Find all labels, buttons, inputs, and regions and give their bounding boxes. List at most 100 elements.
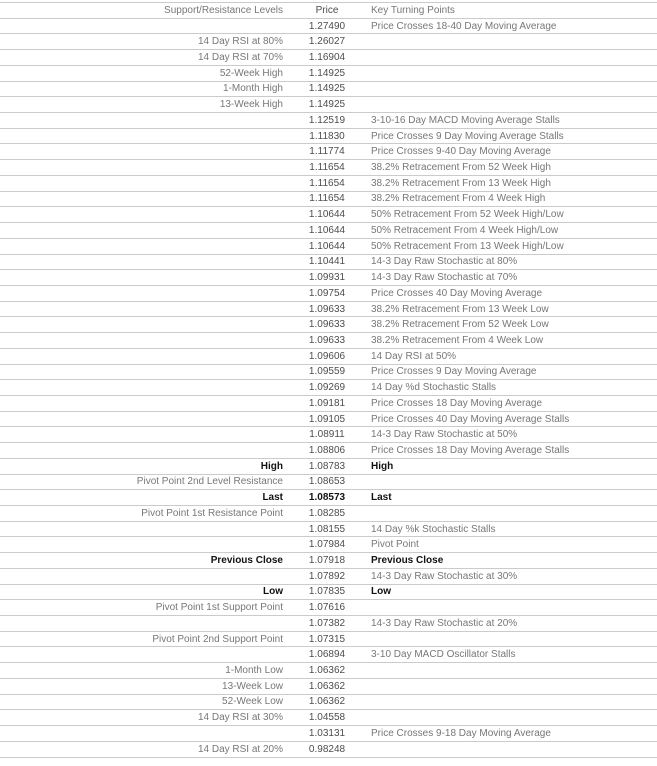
table-row: 1.08911 14-3 Day Raw Stochastic at 50% <box>0 426 657 443</box>
table-row: 14 Day RSI at 20% 0.98248 <box>0 741 657 757</box>
turning-point-cell <box>371 600 657 616</box>
price-cell: 1.10644 <box>308 224 346 236</box>
price-cell: 1.07382 <box>308 617 346 629</box>
turning-point-cell: Last <box>371 492 392 504</box>
turning-point-cell <box>371 81 657 97</box>
price-cell: 1.08573 <box>308 492 346 504</box>
price-cell: 1.07892 <box>308 570 346 582</box>
level-cell <box>0 395 283 411</box>
level-cell: 1-Month Low <box>225 665 283 677</box>
turning-point-cell: 38.2% Retracement From 13 Week Low <box>371 303 549 315</box>
level-cell <box>0 348 283 364</box>
level-cell <box>0 333 283 349</box>
level-cell: Last <box>262 492 283 504</box>
turning-point-cell: 14-3 Day Raw Stochastic at 30% <box>371 570 518 582</box>
table-row: 1.11830 Price Crosses 9 Day Moving Averag… <box>0 128 657 144</box>
level-cell <box>0 144 283 160</box>
level-cell: 14 Day RSI at 80% <box>197 36 283 48</box>
turning-point-cell: Price Crosses 18-40 Day Moving Average <box>371 20 557 32</box>
turning-point-cell: Price Crosses 40 Day Moving Average <box>371 287 543 299</box>
turning-point-cell: 14-3 Day Raw Stochastic at 70% <box>371 272 518 284</box>
turning-point-cell <box>371 65 657 81</box>
table-row: 14 Day RSI at 80% 1.26027 <box>0 33 657 50</box>
table-row: 1.11774 Price Crosses 9-40 Day Moving Ave… <box>0 143 657 160</box>
turning-point-cell: Price Crosses 9 Day Moving Average <box>371 366 537 378</box>
table-row: 1-Month High 1.14925 <box>0 81 657 97</box>
table-row: 1.09633 38.2% Retracement From 52 Week Lo… <box>0 316 657 333</box>
turning-point-cell: Price Crosses 18 Day Moving Average <box>371 397 543 409</box>
turning-point-cell: 38.2% Retracement From 52 Week Low <box>371 319 549 331</box>
level-cell: Low <box>263 586 283 598</box>
level-cell: 1-Month High <box>222 83 283 95</box>
price-cell: 1.07616 <box>308 602 346 614</box>
price-cell: 1.09633 <box>308 303 346 315</box>
price-cell: 1.07315 <box>308 633 346 645</box>
price-cell: 1.08783 <box>308 460 346 472</box>
table-row: 1.09633 38.2% Retracement From 13 Week Lo… <box>0 301 657 317</box>
turning-point-cell: 3-10-16 Day MACD Moving Average Stalls <box>371 114 560 126</box>
table-row: 14 Day RSI at 70% 1.16904 <box>0 49 657 66</box>
price-cell: 1.09181 <box>308 397 346 409</box>
table-row: 1.09754 Price Crosses 40 Day Moving Avera… <box>0 285 657 301</box>
price-cell: 1.04558 <box>308 712 346 724</box>
level-cell <box>0 443 283 459</box>
table-row: 1.09606 14 Day RSI at 50% <box>0 348 657 364</box>
price-cell: 1.03131 <box>308 727 346 739</box>
turning-point-cell: 3-10 Day MACD Oscillator Stalls <box>371 649 516 661</box>
table-row: Pivot Point 2nd Level Resistance 1.08653 <box>0 474 657 490</box>
table-row: 1.09269 14 Day %d Stochastic Stalls <box>0 379 657 396</box>
table-row: 1.08155 14 Day %k Stochastic Stalls <box>0 521 657 537</box>
level-cell <box>0 521 283 537</box>
turning-point-cell: 14 Day %k Stochastic Stalls <box>371 523 496 535</box>
level-cell <box>0 411 283 427</box>
table-row: 1.11654 38.2% Retracement From 13 Week Hi… <box>0 175 657 191</box>
column-header-key-turning-points: Key Turning Points <box>371 4 455 16</box>
table-row: 1.27490 Price Crosses 18-40 Day Moving Av… <box>0 18 657 34</box>
price-cell: 1.08911 <box>309 429 345 441</box>
turning-point-cell: Price Crosses 9 Day Moving Average Stall… <box>371 130 564 142</box>
level-cell: 14 Day RSI at 30% <box>197 712 283 724</box>
level-cell <box>0 207 283 223</box>
turning-point-cell <box>371 678 657 694</box>
level-cell: Pivot Point 2nd Level Resistance <box>136 476 283 488</box>
turning-point-cell: 38.2% Retracement From 52 Week High <box>371 162 551 174</box>
level-cell <box>0 616 283 632</box>
level-cell <box>0 175 283 191</box>
turning-point-cell: 14-3 Day Raw Stochastic at 50% <box>371 429 518 441</box>
price-cell: 1.26027 <box>308 36 346 48</box>
price-cell: 1.06362 <box>308 665 346 677</box>
price-cell: 1.14925 <box>308 67 346 79</box>
table-row: Low 1.07835 Low <box>0 584 657 600</box>
level-cell: 52-Week High <box>219 67 283 79</box>
table-row: 1.07892 14-3 Day Raw Stochastic at 30% <box>0 568 657 584</box>
table-row: 1.09633 38.2% Retracement From 4 Week Low <box>0 332 657 349</box>
price-cell: 1.10644 <box>308 240 346 252</box>
turning-point-cell <box>371 474 657 490</box>
turning-point-cell <box>371 50 657 66</box>
price-cell: 1.11654 <box>309 162 345 174</box>
table-row: 1.03131 Price Crosses 9-18 Day Moving Ave… <box>0 725 657 742</box>
table-row: 1.09105 Price Crosses 40 Day Moving Avera… <box>0 411 657 427</box>
turning-point-cell: 38.2% Retracement From 4 Week Low <box>371 334 544 346</box>
price-cell: 1.09633 <box>308 334 346 346</box>
level-cell: 52-Week Low <box>222 696 283 708</box>
price-cell: 1.14925 <box>308 83 346 95</box>
table-body: 1.27490 Price Crosses 18-40 Day Moving Av… <box>0 18 657 757</box>
price-cell: 1.16904 <box>308 52 346 64</box>
level-cell <box>0 18 283 34</box>
level-cell <box>0 191 283 207</box>
price-cell: 1.07984 <box>308 539 346 551</box>
turning-point-cell: Price Crosses 9-18 Day Moving Average <box>371 727 551 739</box>
level-cell <box>0 427 283 443</box>
table-row: High 1.08783 High <box>0 458 657 474</box>
price-cell: 1.27490 <box>308 20 346 32</box>
table-row: 1.10441 14-3 Day Raw Stochastic at 80% <box>0 254 657 270</box>
level-cell: Pivot Point 1st Resistance Point <box>141 507 283 519</box>
price-cell: 1.07835 <box>308 586 346 598</box>
turning-point-cell: 38.2% Retracement From 4 Week High <box>371 193 546 205</box>
table-row: Previous Close 1.07918 Previous Close <box>0 552 657 569</box>
price-cell: 1.09105 <box>308 413 346 425</box>
price-cell: 1.10441 <box>308 256 346 268</box>
price-cell: 1.06362 <box>308 696 346 708</box>
level-cell <box>0 317 283 333</box>
